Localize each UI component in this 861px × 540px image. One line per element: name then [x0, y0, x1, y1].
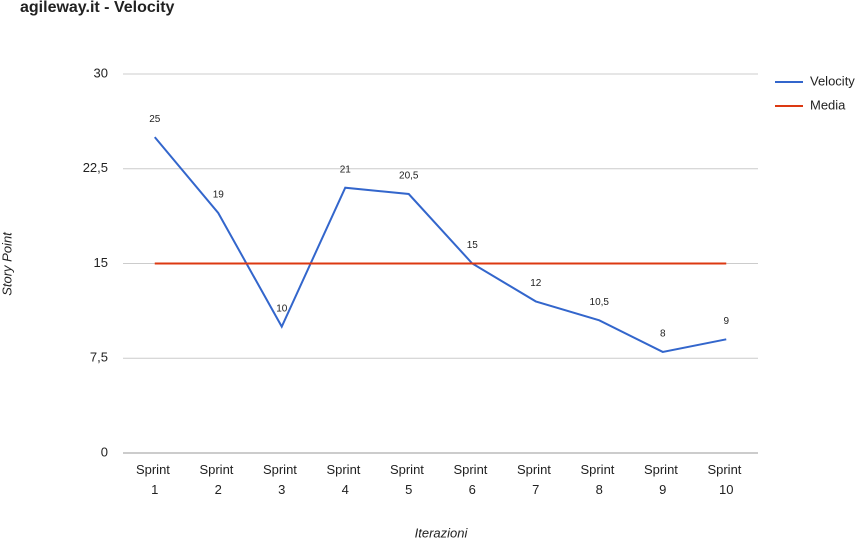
x-tick-label: Sprint 2	[199, 462, 237, 497]
data-label: 20,5	[399, 171, 419, 182]
y-tick-label: 22,5	[83, 160, 108, 175]
data-label: 10,5	[590, 297, 610, 308]
x-tick-label: Sprint 1	[136, 462, 174, 497]
y-axis-title: Story Point	[0, 231, 14, 296]
x-tick-label: Sprint 6	[453, 462, 491, 497]
x-tick-label: Sprint 9	[644, 462, 682, 497]
y-tick-label: 0	[101, 444, 108, 459]
series-line	[153, 136, 727, 353]
x-tick-label: Sprint 3	[263, 462, 301, 497]
data-label: 9	[723, 316, 729, 327]
data-label: 8	[660, 329, 666, 340]
data-label: 10	[276, 303, 288, 314]
y-tick-label: 7,5	[90, 350, 108, 365]
data-label: 21	[340, 164, 352, 175]
x-tick-label: Sprint 8	[580, 462, 618, 497]
legend-label: Velocity	[810, 73, 855, 88]
legend-label: Media	[810, 97, 846, 112]
data-label: 19	[213, 190, 225, 201]
y-tick-label: 30	[94, 65, 108, 80]
data-label: 12	[530, 278, 542, 289]
x-axis-title: Iterazioni	[415, 525, 469, 540]
data-label: 15	[467, 240, 479, 251]
chart-title: agileway.it - Velocity	[20, 0, 175, 16]
x-tick-label: Sprint 7	[517, 462, 555, 497]
data-label: 25	[149, 114, 161, 125]
x-tick-label: Sprint 10	[707, 462, 745, 497]
y-tick-label: 15	[94, 255, 108, 270]
x-tick-label: Sprint 4	[326, 462, 364, 497]
x-tick-label: Sprint 5	[390, 462, 428, 497]
